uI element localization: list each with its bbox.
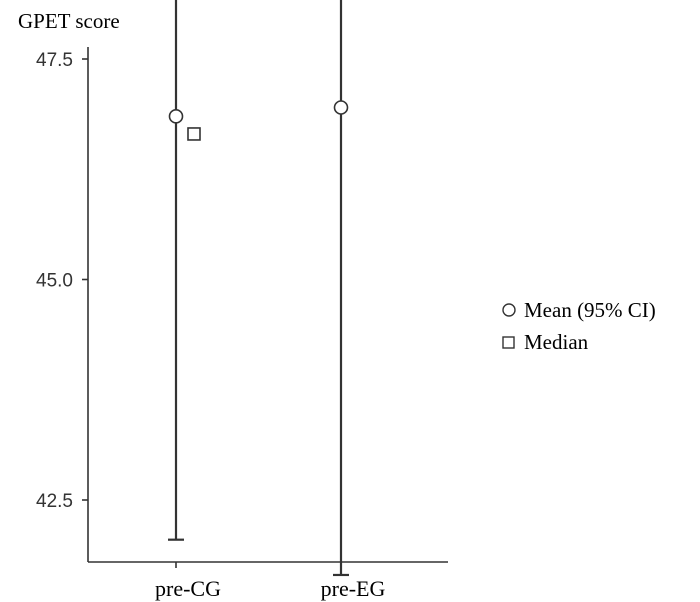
x-tick-label: pre-EG (321, 576, 386, 601)
y-tick-label: 47.5 (36, 50, 73, 71)
error-bars (168, 0, 349, 577)
y-axis-label: GPET score (18, 9, 120, 33)
x-axis-categories: pre-CG pre-EG (155, 562, 385, 601)
legend-median-marker (502, 336, 515, 349)
y-tick-label: 42.5 (36, 491, 73, 512)
y-tick-label: 45.0 (36, 271, 73, 292)
legend-median-label: Median (524, 330, 589, 354)
legend: Mean (95% CI) Median (502, 298, 656, 354)
x-tick-label: pre-CG (155, 576, 221, 601)
median-point (187, 127, 201, 141)
markers (168, 100, 349, 141)
mean-point (168, 109, 184, 124)
legend-mean-label: Mean (95% CI) (524, 298, 656, 322)
y-axis-ticks: 42.545.047.550.052.5 (36, 50, 88, 512)
axes (87, 47, 448, 563)
legend-mean-marker (502, 303, 516, 317)
mean-point (333, 100, 349, 115)
